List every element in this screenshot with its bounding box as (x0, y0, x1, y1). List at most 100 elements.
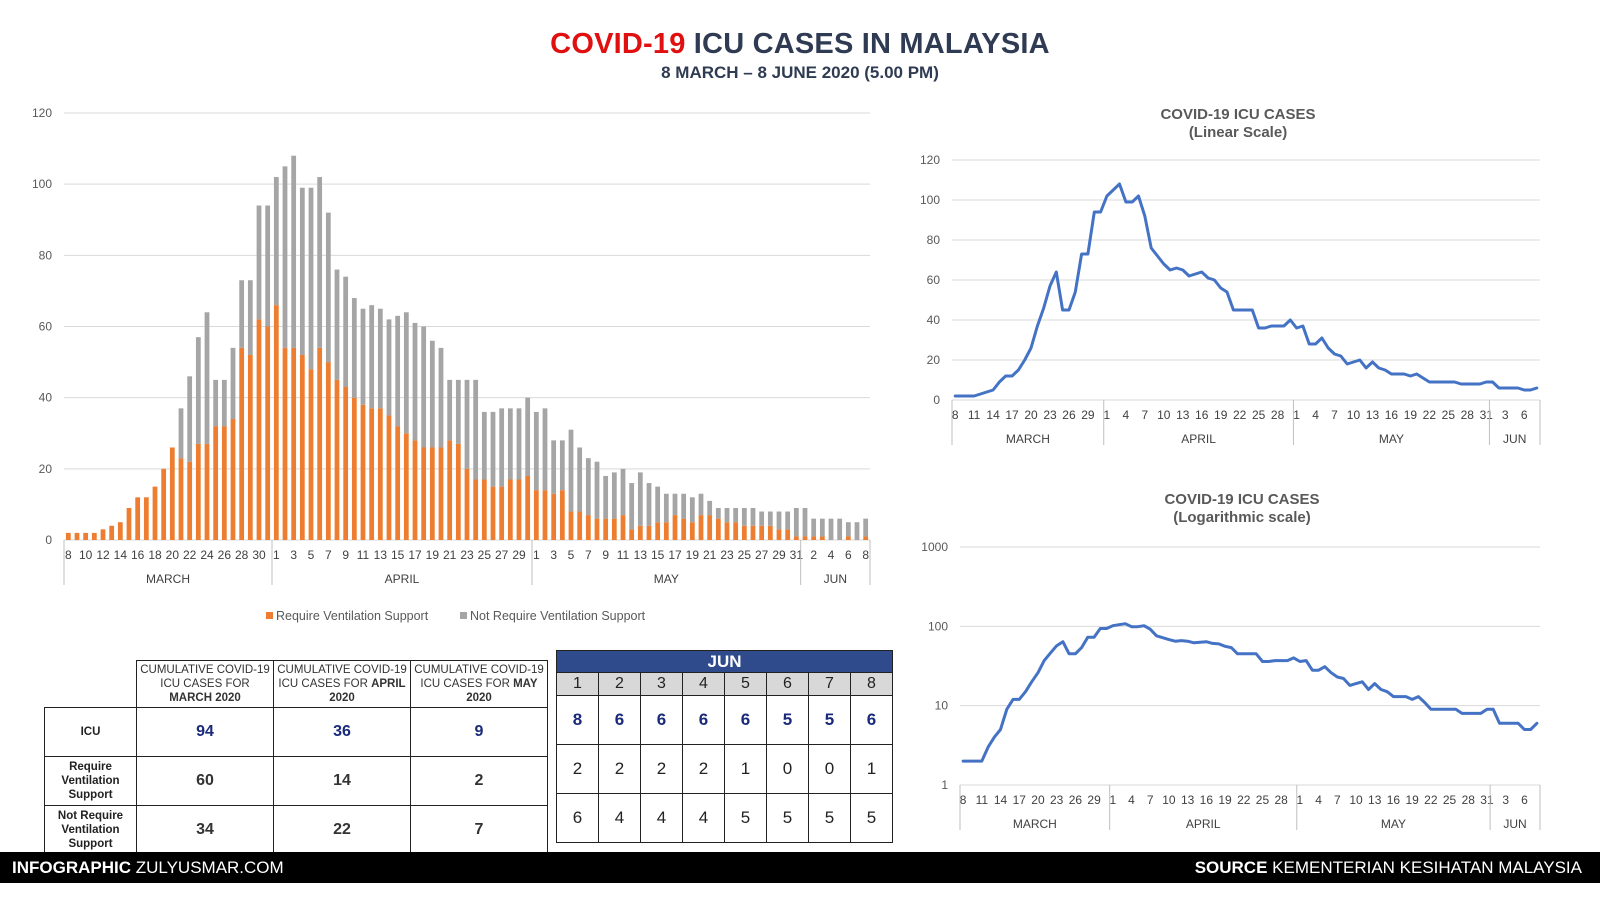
row-label-icu: ICU (44, 707, 137, 757)
table-cell: 4 (598, 793, 641, 843)
x-tick-label: 22 (183, 548, 197, 562)
bar-require-ventilation (74, 532, 80, 540)
header-year: 2020 (466, 692, 492, 704)
table-cell: 2 (598, 672, 641, 696)
bar-require-ventilation (447, 440, 453, 540)
table-cell: 2 (640, 744, 683, 794)
y-tick-label: 1 (941, 778, 948, 792)
title-block: COVID-19 ICU CASES IN MALAYSIA 8 MARCH –… (0, 26, 1600, 84)
x-tick-label: 15 (391, 548, 405, 562)
x-tick-label: 19 (1405, 793, 1419, 807)
bar-require-ventilation (464, 468, 470, 540)
x-tick-label: 19 (1214, 408, 1228, 422)
y-tick-label: 100 (928, 619, 948, 633)
bar-not-require-ventilation (195, 337, 201, 444)
bar-require-ventilation (308, 369, 314, 540)
bar-not-require-ventilation (629, 483, 635, 530)
bar-require-ventilation (620, 515, 626, 540)
bar-require-ventilation (819, 536, 825, 540)
bar-not-require-ventilation (655, 486, 661, 523)
bar-require-ventilation (533, 490, 539, 540)
bar-not-require-ventilation (663, 493, 669, 523)
bar-not-require-ventilation (438, 347, 444, 448)
table-cell: 6 (640, 695, 683, 745)
x-tick-label: 11 (617, 548, 630, 562)
x-tick-label: 13 (1366, 408, 1380, 422)
bar-require-ventilation (161, 468, 167, 540)
x-tick-label: 25 (738, 548, 752, 562)
bar-require-ventilation (733, 522, 739, 540)
table-cell: 22 (273, 805, 411, 855)
legend-label: Require Ventilation Support (276, 609, 429, 623)
table-cell: 2 (598, 744, 641, 794)
cum-header-may: CUMULATIVE COVID-19 ICU CASES FOR MAY 2020 (410, 660, 548, 708)
bar-not-require-ventilation (256, 205, 262, 320)
x-tick-label: 23 (1043, 408, 1057, 422)
bar-require-ventilation (672, 515, 678, 540)
bar-not-require-ventilation (499, 408, 505, 487)
bar-require-ventilation (802, 536, 808, 540)
x-tick-label: 27 (495, 548, 509, 562)
bar-not-require-ventilation (204, 312, 210, 444)
month-label: JUN (1503, 817, 1526, 831)
x-tick-label: 21 (443, 548, 457, 562)
x-tick-label: 8 (65, 548, 72, 562)
x-tick-label: 1 (1104, 408, 1111, 422)
bar-require-ventilation (568, 511, 574, 540)
y-tick-label: 20 (39, 462, 53, 476)
bar-require-ventilation (559, 490, 565, 540)
month-label: MAY (1379, 432, 1404, 446)
row-label-not-require: Not Require Ventilation Support (44, 805, 137, 855)
bar-not-require-ventilation (802, 507, 808, 537)
x-tick-label: 10 (1347, 408, 1361, 422)
table-cell: 6 (556, 793, 599, 843)
bar-not-require-ventilation (421, 326, 427, 448)
x-tick-label: 8 (960, 793, 967, 807)
bar-not-require-ventilation (585, 458, 591, 516)
x-tick-label: 25 (1256, 793, 1270, 807)
series-line (961, 622, 1539, 763)
chart-title: COVID-19 ICU CASES (1164, 491, 1319, 508)
bar-require-ventilation (611, 518, 617, 540)
bar-not-require-ventilation (464, 379, 470, 469)
month-label: APRIL (385, 572, 420, 586)
table-cell: 9 (410, 707, 548, 757)
x-tick-label: 16 (1385, 408, 1399, 422)
x-tick-label: 28 (1275, 793, 1289, 807)
x-tick-label: 28 (235, 548, 249, 562)
bar-not-require-ventilation (785, 511, 791, 530)
bar-require-ventilation (204, 443, 210, 540)
header-month: MAY (513, 678, 538, 690)
chart-title: (Logarithmic scale) (1173, 509, 1311, 526)
y-tick-label: 0 (933, 393, 940, 407)
bar-not-require-ventilation (741, 507, 747, 526)
bar-not-require-ventilation (594, 461, 600, 519)
bar-not-require-ventilation (516, 408, 522, 480)
bar-require-ventilation (152, 486, 158, 540)
month-label: APRIL (1181, 432, 1216, 446)
bar-not-require-ventilation (221, 379, 227, 427)
x-tick-label: 22 (1423, 408, 1437, 422)
bar-not-require-ventilation (230, 347, 236, 420)
bar-not-require-ventilation (213, 379, 219, 427)
x-tick-label: 31 (790, 548, 804, 562)
table-cell: 6 (682, 695, 725, 745)
bar-not-require-ventilation (698, 493, 704, 516)
x-tick-label: 26 (218, 548, 232, 562)
legend-swatch (460, 612, 467, 619)
x-tick-label: 5 (308, 548, 315, 562)
header-line: ICU CASES FOR (278, 678, 372, 690)
bar-require-ventilation (637, 525, 643, 540)
bar-not-require-ventilation (291, 155, 297, 348)
bar-not-require-ventilation (637, 472, 643, 526)
bar-require-ventilation (265, 326, 271, 540)
bar-not-require-ventilation (455, 379, 461, 444)
bar-not-require-ventilation (715, 507, 721, 519)
bar-require-ventilation (707, 515, 713, 540)
x-tick-label: 29 (772, 548, 786, 562)
table-cell: 4 (640, 793, 683, 843)
bar-require-ventilation (299, 354, 305, 540)
bar-require-ventilation (741, 525, 747, 540)
table-cell: 34 (136, 805, 274, 855)
table-cell: 1 (850, 744, 893, 794)
